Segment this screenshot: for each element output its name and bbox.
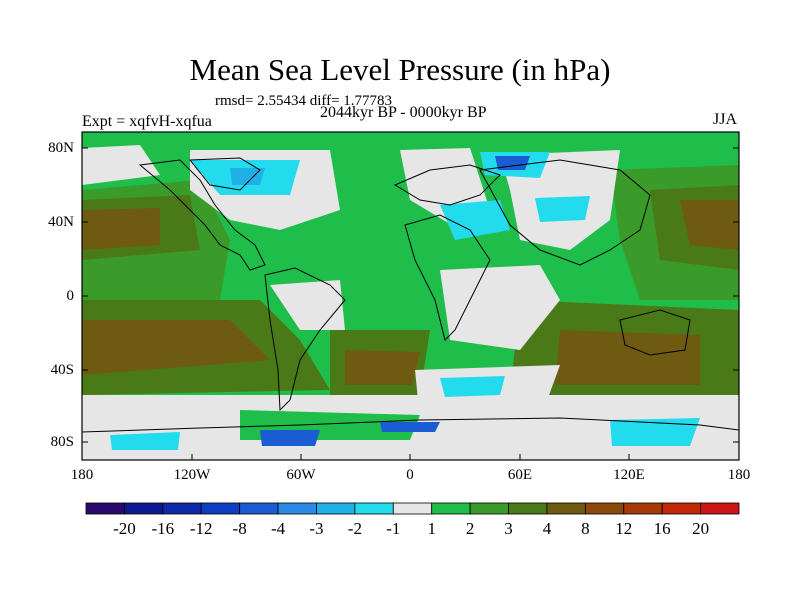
colorbar-tick-label: -4 (270, 519, 286, 538)
field-blue-siberia (495, 156, 530, 170)
lat-label-0: 0 (66, 288, 75, 304)
colorbar-tick-label: 4 (542, 519, 552, 538)
field-wpac-brown (680, 200, 739, 250)
field-cyan-amundsen (110, 432, 180, 450)
colorbar-tick-label: 8 (581, 519, 590, 538)
colorbar-box (508, 502, 548, 515)
colorbar-tick-label: 2 (465, 519, 475, 538)
field-lblue-greenland (230, 168, 265, 185)
field-blue-coast (380, 422, 440, 432)
colorbar-tick-label: 3 (504, 519, 513, 538)
field-blue-weddell (260, 430, 320, 446)
colorbar-tick-label: -3 (309, 519, 324, 538)
coastlines (82, 157, 739, 433)
season-label: JJA (713, 111, 738, 128)
coast-australia (619, 309, 691, 356)
colorbar-box (623, 502, 663, 515)
lon-label-120w: 120W (173, 467, 211, 483)
lon-label-0: 0 (406, 467, 414, 483)
coast-north-america (138, 159, 266, 271)
map-field (82, 132, 739, 460)
lon-label-180e: 180 (727, 467, 751, 483)
colorbar-box (354, 502, 394, 515)
coast-greenland (188, 157, 261, 191)
lat-label-40n: 40N (48, 214, 74, 230)
field-cyan-meast (440, 200, 510, 240)
coast-africa (404, 214, 491, 341)
colorbar-box (239, 502, 279, 515)
colorbar-box (85, 502, 125, 515)
colorbar-box (546, 502, 586, 515)
colorbar-box (200, 502, 241, 515)
colorbar-tick-label: -20 (113, 519, 136, 538)
field-cyan-casia (535, 196, 590, 222)
colorbar-box (584, 502, 625, 515)
chart-title: Mean Sea Level Pressure (in hPa) (189, 52, 611, 87)
period-subtitle: 2044kyr BP - 0000kyr BP (320, 104, 487, 121)
lat-label-80s: 80S (50, 434, 74, 450)
colorbar-tick-label: 16 (653, 519, 671, 538)
colorbar-box (661, 502, 701, 515)
colorbar-box (277, 502, 317, 515)
field-sind-brown (555, 330, 700, 385)
colorbar (85, 502, 740, 515)
field-cyan-ross (610, 418, 700, 446)
field-cyan-sso (440, 376, 505, 397)
colorbar-tick-label: -16 (151, 519, 175, 538)
lon-label-60w: 60W (286, 467, 316, 483)
coast-antarctica (82, 417, 739, 433)
colorbar-box (162, 502, 202, 515)
field-satl-brown (345, 350, 420, 385)
colorbar-box (700, 502, 740, 515)
colorbar-tick-label: -2 (347, 519, 362, 538)
colorbar-tick-label: 1 (427, 519, 436, 538)
lon-label-180w: 180 (70, 467, 94, 483)
colorbar-tick-label: -12 (189, 519, 213, 538)
lon-label-120e: 120E (613, 467, 645, 483)
coast-europe (393, 164, 501, 206)
colorbar-tick-label: -8 (232, 519, 247, 538)
colorbar-box (392, 502, 433, 515)
colorbar-tick-label: 12 (615, 519, 633, 538)
colorbar-box (469, 502, 509, 515)
field-neutral-africa (440, 265, 560, 350)
lon-label-60e: 60E (507, 467, 533, 483)
field-npac-brown (82, 208, 160, 250)
field-neutral-nw (82, 145, 160, 185)
field-neutral-samer (270, 280, 345, 330)
axis-ticks (81, 147, 740, 460)
coast-asia (479, 159, 651, 266)
coast-south-america (264, 267, 346, 412)
field-sh-pac-brown (82, 320, 270, 375)
colorbar-tick-label: -1 (386, 519, 401, 538)
colorbar-box (316, 502, 356, 515)
colorbar-box (124, 502, 164, 515)
lat-label-80n: 80N (48, 140, 74, 156)
colorbar-tick-label: 20 (692, 519, 710, 538)
experiment-label: Expt = xqfvH-xqfua (82, 113, 212, 130)
stats-line: rmsd= 2.55434 diff= 1.77783 (215, 93, 393, 109)
lat-label-40s: 40S (50, 362, 74, 378)
colorbar-box (431, 502, 471, 515)
